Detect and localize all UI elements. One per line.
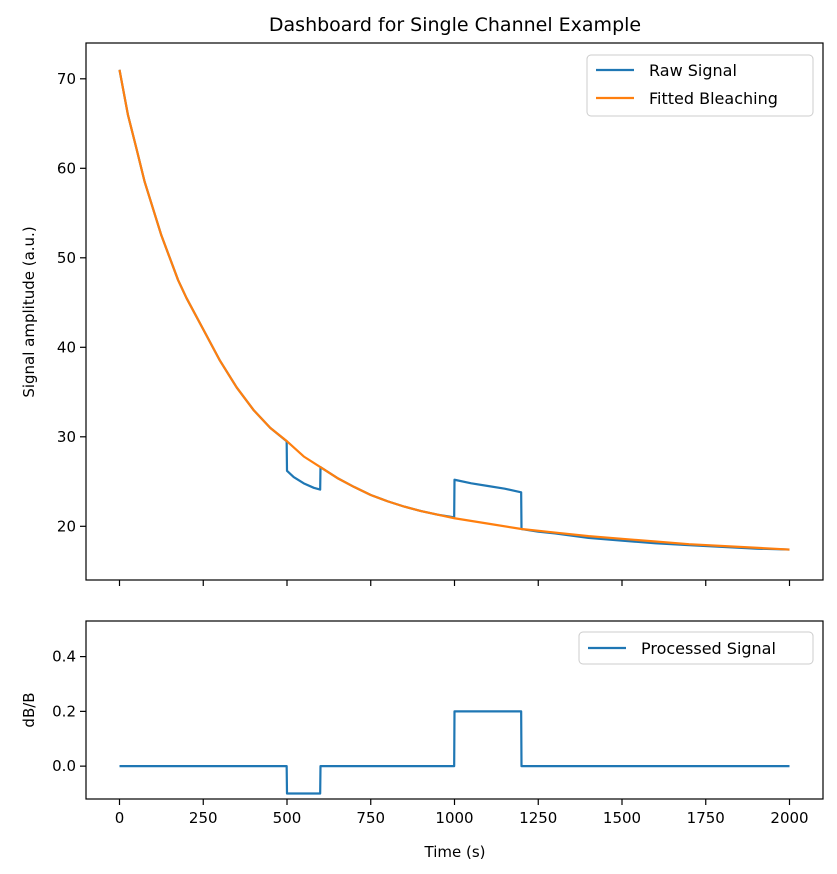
series-line-raw-signal [118,69,790,551]
top-y-tick-label: 50 [57,249,76,267]
legend-label-raw-signal: Raw Signal [649,61,737,80]
top-legend: Raw Signal Fitted Bleaching [586,54,814,117]
bottom-x-tick-label: 1000 [435,809,473,827]
legend-label-processed-signal: Processed Signal [641,639,776,658]
bottom-y-tick-label: 0.2 [52,702,76,720]
bottom-x-axis-label: Time (s) [424,843,486,861]
bottom-y-tick-label: 0.4 [52,648,76,666]
series-line-processed-signal [119,710,790,795]
bottom-panel: dB/B Time (s) 0 250 500 750 1000 1250 1500 1750… [20,620,824,861]
top-y-tick-label: 70 [57,70,76,88]
top-y-tick-label: 60 [57,159,76,177]
bottom-plot-frame [85,620,824,800]
bottom-x-tick-label: 0 [115,809,125,827]
top-y-tick-label: 30 [57,428,76,446]
bottom-x-tick-label: 1250 [519,809,557,827]
bottom-y-axis-label: dB/B [20,692,38,727]
legend-label-fitted-bleaching: Fitted Bleaching [649,89,778,108]
bottom-x-tick-label: 1500 [603,809,641,827]
bottom-legend: Processed Signal [578,631,814,665]
chart-title: Dashboard for Single Channel Example [269,14,641,36]
top-panel: Dashboard for Single Channel Example Sig… [20,14,824,586]
top-y-tick-label: 20 [57,517,76,535]
top-y-axis-label: Signal amplitude (a.u.) [20,226,38,397]
bottom-x-tick-label: 1750 [687,809,725,827]
bottom-x-tick-label: 750 [356,809,385,827]
top-plot-frame [85,42,824,581]
bottom-y-tick-label: 0.0 [52,757,76,775]
series-line-fitted-bleaching [118,69,790,551]
bottom-x-tick-label: 2000 [770,809,808,827]
bottom-x-tick-label: 250 [189,809,218,827]
bottom-x-tick-label: 500 [273,809,302,827]
top-y-tick-label: 40 [57,338,76,356]
